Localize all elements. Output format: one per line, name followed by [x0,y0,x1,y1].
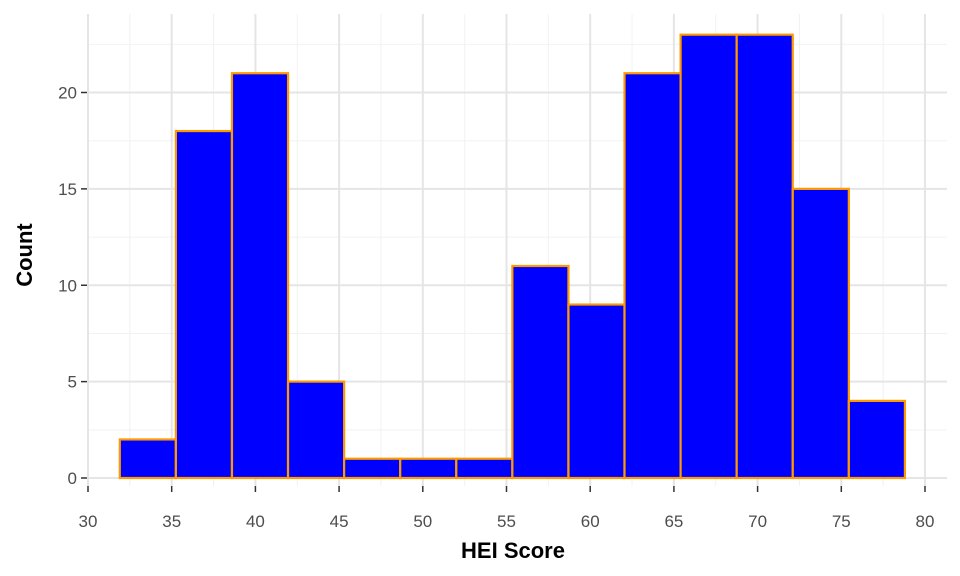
histogram-bar [567,303,626,480]
y-tick-label: 15 [58,180,77,199]
x-tick-label: 65 [664,512,683,531]
x-axis-title: HEI Score [461,538,565,563]
x-tick-label: 40 [246,512,265,531]
x-tick-label: 80 [916,512,935,531]
axis-ticks [81,91,926,492]
histogram-bar [511,264,570,480]
y-tick-label: 0 [68,469,77,488]
x-tick-label: 70 [748,512,767,531]
histogram-bar [791,187,850,480]
y-tick-labels: 0 5 10 15 20 [58,84,77,489]
x-tick-label: 60 [581,512,600,531]
histogram-bar [174,129,234,480]
histogram-bar [455,457,514,480]
histogram-bar [735,33,794,480]
x-tick-label: 35 [162,512,181,531]
x-tick-label: 50 [413,512,432,531]
histogram-bar [679,33,738,480]
histogram-bar [118,438,177,480]
x-tick-label: 55 [497,512,516,531]
y-tick-label: 5 [68,373,77,392]
x-tick-label: 30 [79,512,98,531]
x-tick-labels: 30 35 40 45 50 55 60 65 70 75 80 [79,512,935,531]
y-tick-label: 20 [58,84,77,103]
histogram-bar [286,380,346,480]
histogram-bars [118,33,907,480]
histogram-bar [623,72,682,480]
x-tick-label: 75 [832,512,851,531]
histogram-bar [230,72,290,480]
histogram-bar [399,457,458,480]
histogram-bar [343,457,402,480]
x-tick-label: 45 [330,512,349,531]
histogram-bar [847,399,907,480]
y-axis-title: Count [12,223,37,287]
y-tick-label: 10 [58,276,77,295]
